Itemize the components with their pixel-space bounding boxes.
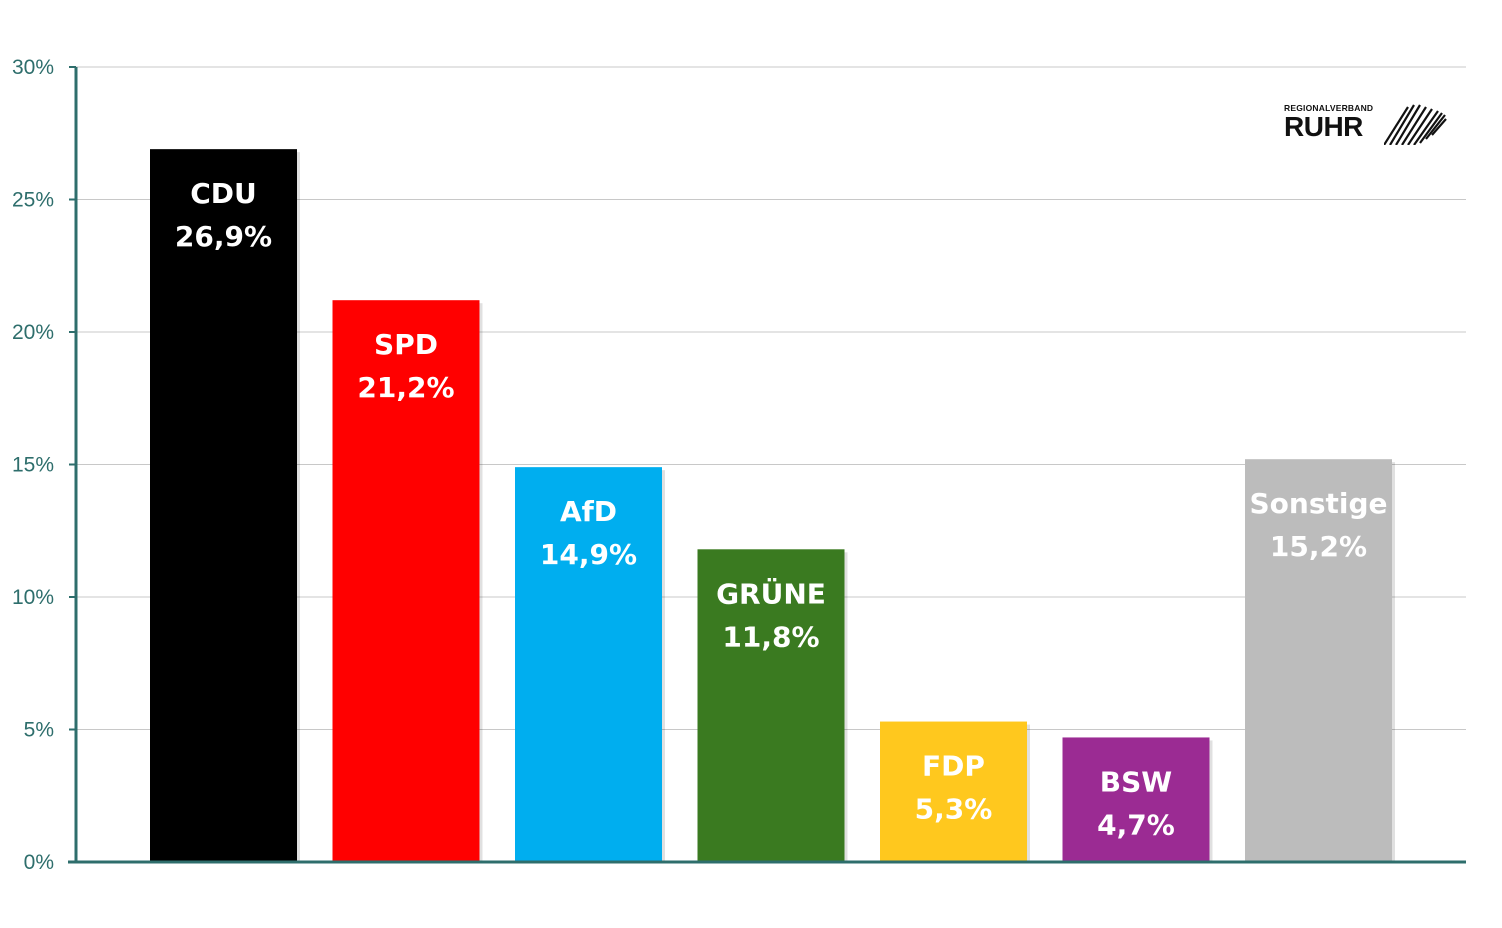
bar-value-label: 4,7% xyxy=(1097,808,1175,841)
bar-category-label: FDP xyxy=(922,750,985,783)
bar-value-label: 5,3% xyxy=(915,793,993,826)
bar-category-label: SPD xyxy=(374,328,438,361)
bar-value-label: 21,2% xyxy=(357,371,454,404)
logo-big-text: RUHR xyxy=(1284,111,1363,142)
bar-afd xyxy=(515,467,662,862)
y-axis-ticks: 0% 5% 10% 15% 20% 25% 30% xyxy=(12,56,76,874)
bar-category-label: CDU xyxy=(190,177,257,210)
bars xyxy=(150,149,1395,862)
bar-labels: CDU 26,9% SPD 21,2% AfD 14,9% GRÜNE 11,8% FDP 5,3… xyxy=(175,177,1388,841)
grid-lines xyxy=(76,66,1466,730)
y-tick-label: 5% xyxy=(24,719,54,742)
bar-fdp xyxy=(880,721,1027,862)
y-tick-label: 20% xyxy=(12,321,54,344)
logo-small-text: REGIONALVERBAND xyxy=(1284,103,1374,113)
bar-category-label: GRÜNE xyxy=(716,576,826,610)
bar-gr-ne xyxy=(697,549,845,862)
y-tick-label: 10% xyxy=(12,586,54,609)
bar-bsw xyxy=(1062,737,1210,862)
y-tick-label: 25% xyxy=(12,189,54,212)
logo-stripes-icon xyxy=(1384,104,1447,145)
bar-category-label: Sonstige xyxy=(1249,487,1387,520)
bar-sonstige xyxy=(1245,459,1392,862)
bar-value-label: 15,2% xyxy=(1270,530,1367,563)
bar-category-label: BSW xyxy=(1100,765,1173,798)
bar-spd xyxy=(332,300,480,862)
bar-value-label: 26,9% xyxy=(175,220,272,253)
bar-cdu xyxy=(150,149,297,862)
regionalverband-ruhr-logo: REGIONALVERBAND RUHR xyxy=(1284,103,1454,149)
y-tick-label: 0% xyxy=(24,851,54,874)
bar-category-label: AfD xyxy=(560,495,617,528)
bar-value-label: 11,8% xyxy=(722,620,819,653)
y-tick-label: 30% xyxy=(12,56,54,79)
bar-value-label: 14,9% xyxy=(540,538,637,571)
y-tick-label: 15% xyxy=(12,454,54,477)
